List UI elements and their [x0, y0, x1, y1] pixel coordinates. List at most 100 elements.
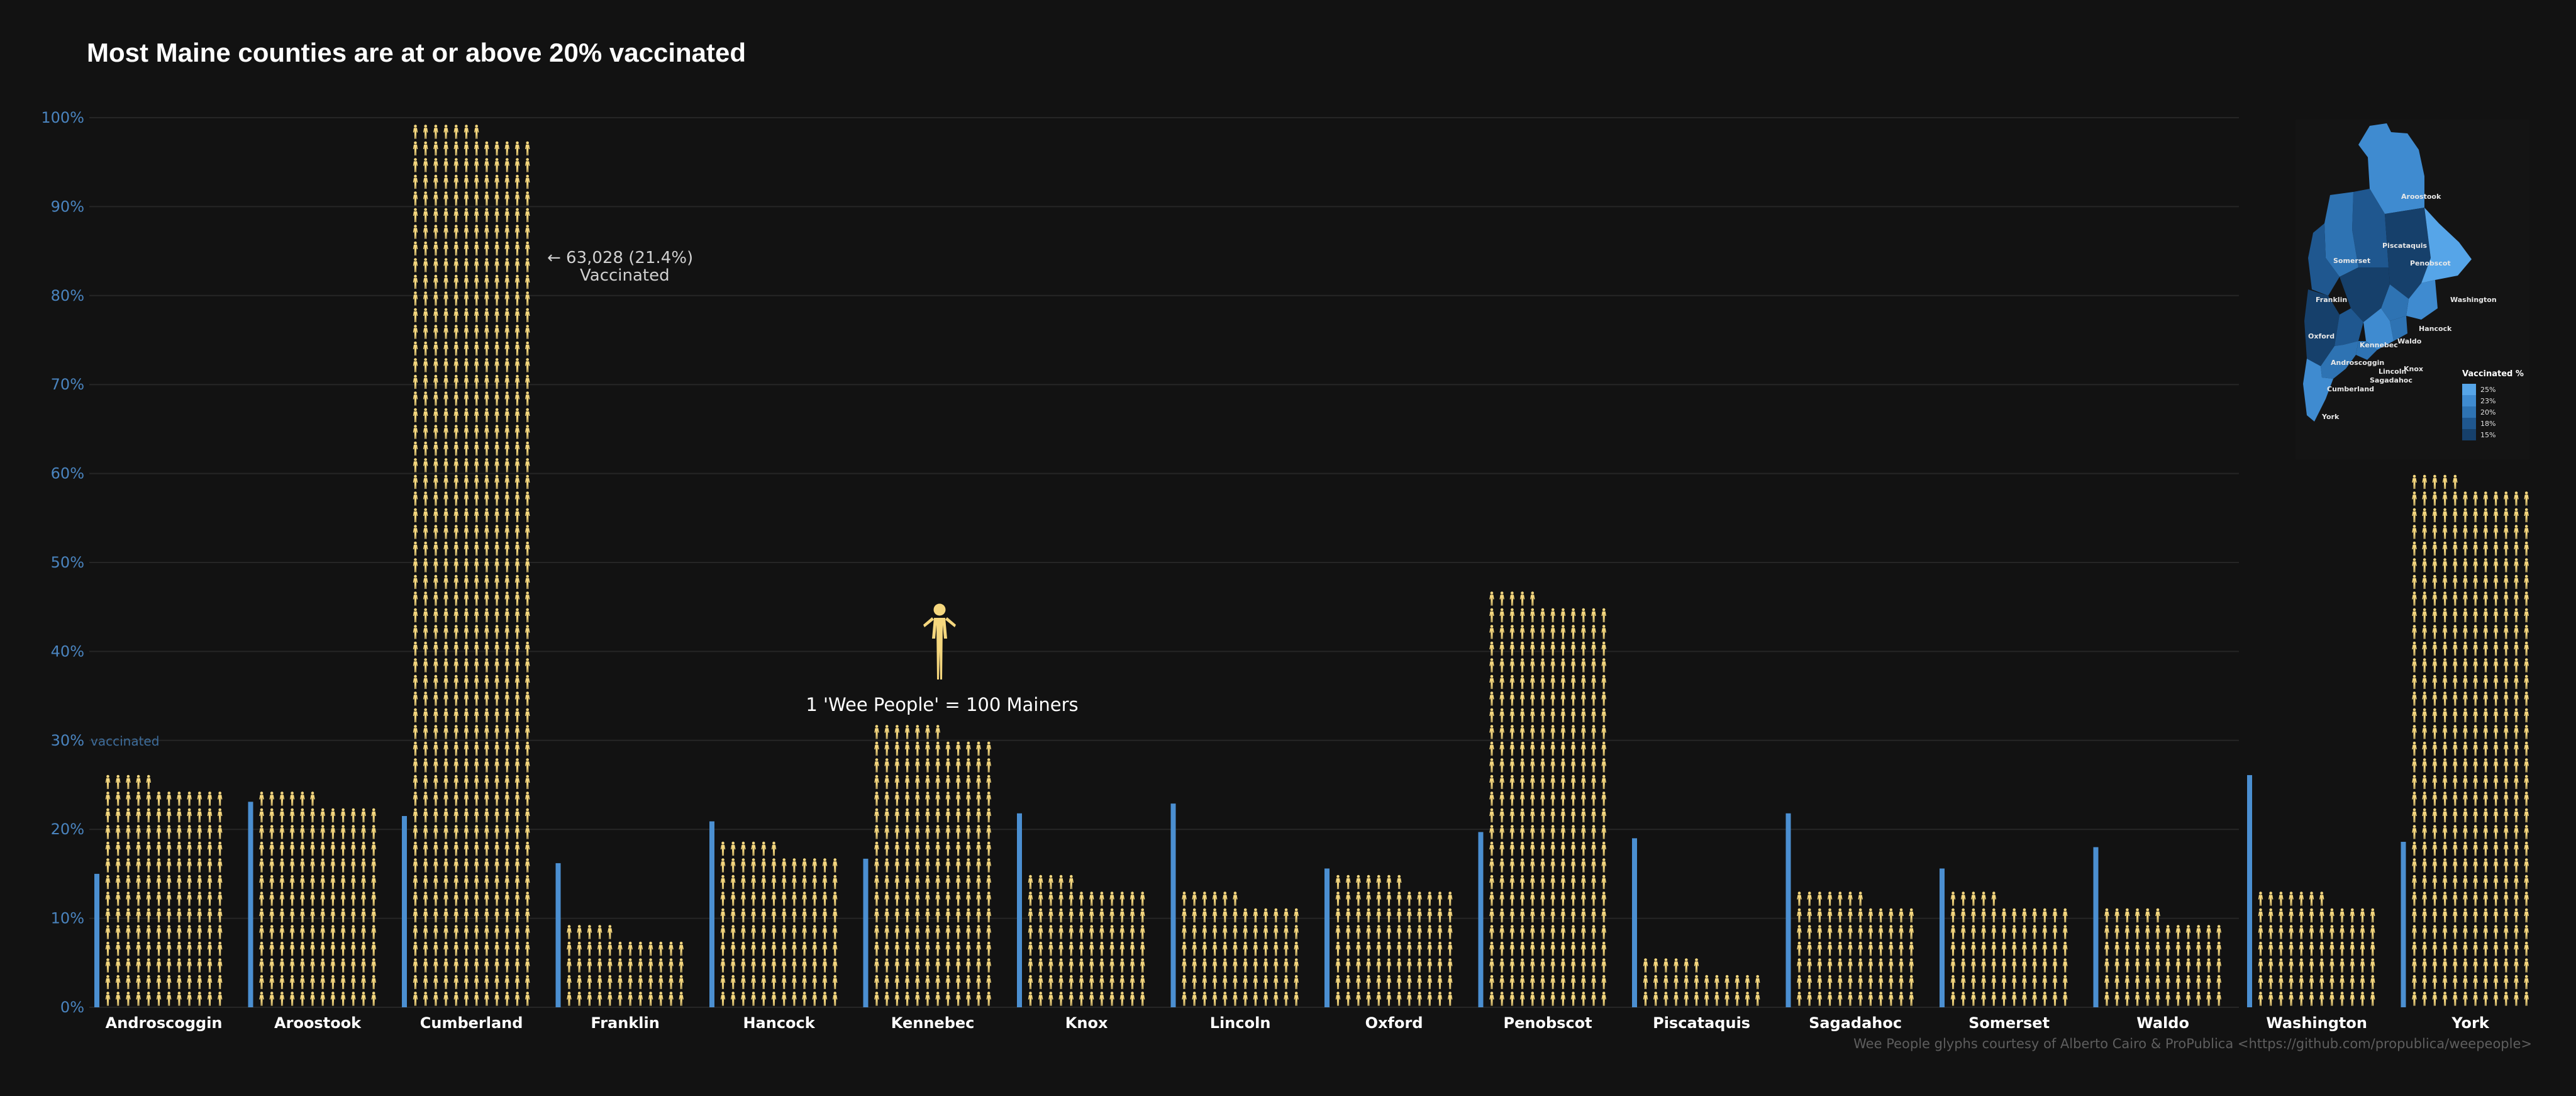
vaccinated-label: vaccinated	[91, 734, 159, 749]
map-legend-swatch	[2462, 429, 2476, 440]
y-tick-label: 100%	[41, 109, 84, 126]
map-legend-label: 18%	[2480, 420, 2496, 428]
bar-penobscot	[1479, 832, 1484, 1007]
map-label-somerset: Somerset	[2333, 257, 2370, 265]
category-label: Knox	[1065, 1014, 1108, 1032]
map-label-piscataquis: Piscataquis	[2382, 242, 2427, 250]
y-tick-label: 0%	[60, 998, 84, 1016]
category-label: Franklin	[591, 1014, 659, 1032]
wee-people-somerset	[1951, 892, 2068, 1005]
bar-cumberland	[402, 816, 407, 1007]
bar-franklin	[556, 863, 561, 1007]
category-label: York	[2451, 1014, 2490, 1032]
map-legend-swatch	[2462, 406, 2476, 418]
legend-note: 1 'Wee People' = 100 Mainers	[806, 694, 1078, 715]
category-labels: Androscoggin Aroostook Cumberland Franklin H…	[106, 1014, 2490, 1032]
bar-york	[2401, 842, 2406, 1007]
bar-sagadahoc	[1786, 814, 1791, 1007]
bar-hancock	[709, 821, 714, 1007]
map-label-knox: Knox	[2404, 365, 2423, 373]
y-tick-label: 10%	[51, 910, 84, 927]
bars-layer	[94, 775, 2406, 1007]
bar-piscataquis	[1632, 838, 1637, 1007]
y-tick-label: 50%	[51, 554, 84, 571]
map-label-oxford: Oxford	[2308, 332, 2334, 340]
bar-knox	[1017, 814, 1022, 1007]
chart-title: Most Maine counties are at or above 20% …	[87, 38, 746, 67]
category-label: Hancock	[743, 1014, 815, 1032]
bar-aroostook	[248, 802, 253, 1007]
bar-oxford	[1324, 868, 1330, 1007]
wee-people-knox	[1028, 875, 1145, 1006]
credit-note: Wee People glyphs courtesy of Alberto Ca…	[1853, 1036, 2532, 1051]
wee-people-waldo	[2104, 909, 2221, 1006]
wee-people-cumberland	[413, 125, 530, 1005]
map-legend-swatch	[2462, 384, 2476, 395]
category-label: Sagadahoc	[1809, 1014, 1902, 1032]
legend-person-icon	[923, 604, 956, 680]
map-legend-label: 23%	[2480, 397, 2496, 405]
wee-people-hancock	[721, 842, 838, 1006]
map-label-york: York	[2321, 413, 2340, 421]
category-label: Lincoln	[1210, 1014, 1271, 1032]
wee-people-sagadahoc	[1797, 892, 1914, 1005]
map-label-hancock: Hancock	[2419, 325, 2452, 333]
category-label: Waldo	[2136, 1014, 2189, 1032]
map-legend-label: 25%	[2480, 386, 2496, 394]
category-label: Piscataquis	[1653, 1014, 1750, 1032]
bar-kennebec	[863, 859, 869, 1007]
wee-people-penobscot	[1489, 591, 1606, 1005]
y-tick-label: 60%	[51, 465, 84, 483]
bar-washington	[2247, 775, 2252, 1007]
map-legend-swatch	[2462, 395, 2476, 406]
bar-androscoggin	[94, 874, 99, 1007]
wee-people-kennebec	[874, 725, 991, 1005]
map-legend-title: Vaccinated %	[2462, 369, 2524, 379]
wee-people-washington	[2258, 892, 2375, 1005]
wee-people-aroostook	[259, 791, 376, 1005]
map-label-sagadahoc: Sagadahoc	[2370, 376, 2412, 384]
y-axis-ticks: 0% 10% 20% 30% 40% 50% 60% 70% 80% 90% 100%	[41, 109, 84, 1016]
category-label: Kennebec	[891, 1014, 975, 1032]
map-label-lincoln: Lincoln	[2379, 367, 2406, 376]
category-label: Somerset	[1968, 1014, 2050, 1032]
wee-people-layer	[106, 125, 2529, 1005]
bar-somerset	[1940, 868, 1945, 1007]
category-label: Androscoggin	[106, 1014, 223, 1032]
map-label-penobscot: Penobscot	[2410, 259, 2451, 267]
map-inset: Aroostook Piscataquis Somerset Penobscot Was…	[2296, 120, 2529, 459]
map-label-aroostook: Aroostook	[2401, 193, 2441, 201]
wee-people-franklin	[567, 925, 684, 1005]
map-label-cumberland: Cumberland	[2327, 385, 2374, 393]
map-legend-label: 15%	[2480, 431, 2496, 439]
map-legend-swatch	[2462, 418, 2476, 429]
category-label: Washington	[2266, 1014, 2367, 1032]
wee-people-lincoln	[1182, 892, 1299, 1005]
category-label: Penobscot	[1504, 1014, 1592, 1032]
y-tick-label: 90%	[51, 198, 84, 215]
wee-people-york	[2412, 475, 2529, 1006]
wee-people-androscoggin	[106, 775, 223, 1006]
category-label: Aroostook	[274, 1014, 362, 1032]
y-tick-label: 20%	[51, 820, 84, 838]
bar-lincoln	[1171, 803, 1176, 1007]
map-label-franklin: Franklin	[2316, 296, 2347, 304]
map-label-androscoggin: Androscoggin	[2331, 359, 2384, 367]
map-label-washington: Washington	[2450, 296, 2497, 304]
map-legend-label: 20%	[2480, 408, 2496, 417]
wee-people-piscataquis	[1643, 958, 1760, 1005]
y-tick-label: 70%	[51, 376, 84, 393]
cumberland-annotation-line1: ← 63,028 (21.4%)	[547, 249, 693, 267]
y-tick-label: 40%	[51, 642, 84, 660]
map-label-kennebec: Kennebec	[2360, 341, 2398, 349]
wee-people-oxford	[1336, 875, 1453, 1006]
gridlines	[89, 118, 2239, 1007]
map-label-waldo: Waldo	[2397, 337, 2422, 345]
bar-waldo	[2094, 847, 2099, 1007]
y-tick-label: 80%	[51, 287, 84, 305]
cumberland-annotation-line2: Vaccinated	[580, 266, 670, 285]
category-label: Oxford	[1365, 1014, 1423, 1032]
y-tick-label: 30%	[51, 732, 84, 749]
